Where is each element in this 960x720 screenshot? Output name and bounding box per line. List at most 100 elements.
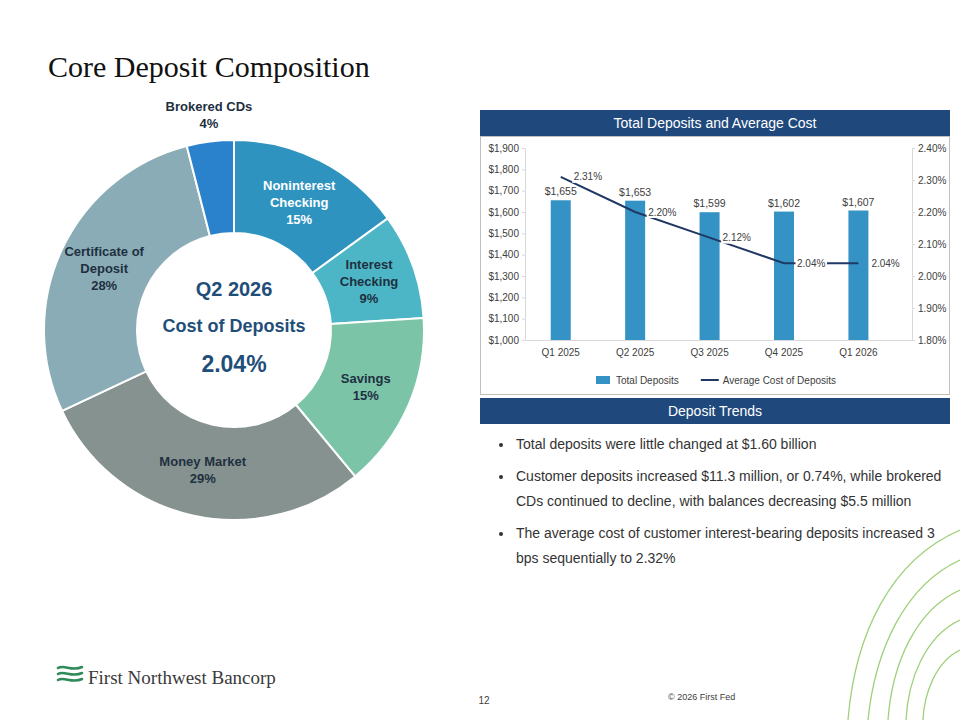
tick: 2.10% (912, 239, 946, 250)
data-labels: $1,655$1,653$1,599$1,602$1,6072.31%2.20%… (545, 171, 902, 269)
slice-value: 4% (200, 116, 219, 131)
slice-label: NoninterestChecking (263, 178, 336, 210)
tick-mark (912, 244, 915, 245)
tick: $1,000 (488, 335, 525, 346)
tick-label: 1.90% (918, 303, 946, 314)
panel-header (480, 398, 950, 424)
bullet: Customer deposits increased $11.3 millio… (514, 464, 942, 514)
slice-label: Money Market (159, 454, 246, 469)
tick-mark (912, 148, 915, 149)
tick: $1,400 (488, 249, 525, 260)
tick-label: $1,400 (488, 249, 519, 260)
slide: Core Deposit CompositionNoninterestCheck… (0, 0, 960, 720)
tick: 2.40% (912, 143, 946, 154)
tick-label: $1,700 (488, 185, 519, 196)
bar-label: $1,655 (545, 185, 577, 197)
section-heading: Deposit Trends (668, 403, 762, 419)
tick-label: Q1 2026 (839, 347, 878, 358)
bar-label: $1,599 (694, 197, 726, 209)
line-value-label: 2.04% (797, 258, 825, 269)
slice-label: Savings (341, 371, 391, 386)
tick: $1,200 (488, 292, 525, 303)
tick-label: 1.80% (918, 335, 946, 346)
tick-mark (522, 169, 525, 170)
tick-mark (912, 276, 915, 277)
tick-mark (522, 255, 525, 256)
tick: 2.30% (912, 175, 946, 186)
tick-label: $1,600 (488, 207, 519, 218)
bar-label: $1,602 (768, 197, 800, 209)
legend-item: Average Cost of Deposits (701, 375, 836, 386)
bar (700, 212, 720, 340)
legend-label: Average Cost of Deposits (723, 375, 836, 386)
tick-label: $1,900 (488, 143, 519, 154)
tick-mark (522, 297, 525, 298)
tick-label: 2.40% (918, 143, 946, 154)
tick-mark (522, 276, 525, 277)
tick-label: Q2 2025 (616, 347, 655, 358)
plot-area (551, 177, 869, 340)
slice-value: 15% (286, 212, 312, 227)
bullet: Total deposits were little changed at $1… (514, 432, 942, 457)
tick-mark (522, 340, 525, 341)
bar (625, 201, 645, 340)
tick-mark (522, 148, 525, 149)
tick-label: $1,100 (488, 313, 519, 324)
tick-label: $1,800 (488, 164, 519, 175)
tick-mark (522, 191, 525, 192)
tick: Q1 2026 (839, 340, 878, 358)
tick-label: Q1 2025 (542, 347, 581, 358)
legend-label: Total Deposits (616, 375, 679, 386)
tick-label: $1,200 (488, 292, 519, 303)
label-patch (572, 171, 603, 183)
page-number: 12 (478, 695, 490, 706)
tick-label: $1,500 (488, 228, 519, 239)
slice (312, 218, 423, 324)
decor-curve (906, 620, 960, 720)
tick-mark (522, 319, 525, 320)
decor-curve (923, 650, 960, 720)
slice-label: Certificate ofDeposit (64, 244, 144, 276)
panel-frame (481, 137, 950, 395)
tick-mark (912, 308, 915, 309)
label-patch (795, 257, 826, 269)
tick: Q4 2025 (765, 340, 804, 358)
slide-canvas: Core Deposit CompositionNoninterestCheck… (0, 0, 960, 720)
logo-wave (58, 679, 82, 681)
tick-label: $1,000 (488, 335, 519, 346)
bar (774, 212, 794, 340)
tick: $1,500 (488, 228, 525, 239)
decor-curve (888, 590, 960, 720)
logo-wave (58, 667, 82, 669)
tick: 1.90% (912, 303, 946, 314)
tick-mark (912, 180, 915, 181)
center-annotation: 2.04% (201, 351, 266, 377)
bar (551, 200, 571, 340)
slice-label: Brokered CDs (166, 99, 253, 114)
decor-curve (848, 530, 960, 720)
line-value-label: 2.12% (723, 232, 751, 243)
decoration (848, 530, 960, 720)
logo-wave (58, 673, 82, 675)
center-annotation: Q2 2026 (196, 278, 273, 300)
label-patch (870, 257, 901, 269)
axis-line (525, 149, 526, 341)
tick: $1,100 (488, 313, 525, 324)
axis-line (526, 340, 913, 341)
tick: Q2 2025 (616, 340, 655, 358)
legend-swatch (596, 376, 610, 384)
line-label: 2.31% (572, 171, 603, 183)
tick-label: $1,300 (488, 271, 519, 282)
label-patch (647, 206, 678, 218)
slice-value: 15% (353, 388, 379, 403)
line-label: 2.04% (870, 257, 901, 269)
slice-value: 9% (360, 291, 379, 306)
tick: $1,600 (488, 207, 525, 218)
tick-mark (522, 212, 525, 213)
slice-label: InterestChecking (340, 257, 399, 289)
tick: 2.00% (912, 271, 946, 282)
chart-title: Total Deposits and Average Cost (614, 115, 817, 131)
legend: Total Deposits Average Cost of Deposits (596, 375, 836, 386)
tick: Q3 2025 (690, 340, 729, 358)
slice-value: 29% (190, 471, 216, 486)
